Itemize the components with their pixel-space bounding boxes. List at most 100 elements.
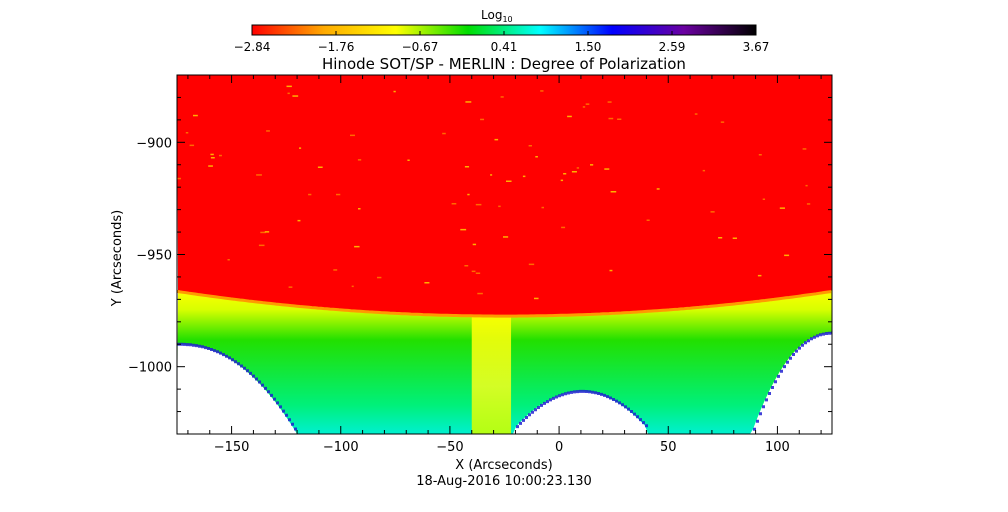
disk-speckle xyxy=(377,276,382,279)
disk-speckle xyxy=(500,96,504,98)
disk-speckle xyxy=(646,219,650,221)
disk-speckle xyxy=(617,118,622,120)
colorbar-tick-label: −1.76 xyxy=(318,40,355,54)
x-tick-label: 50 xyxy=(660,440,677,455)
disk-speckle xyxy=(210,157,215,159)
y-tick-label: −950 xyxy=(136,249,172,264)
disk-speckle xyxy=(710,211,715,213)
disk-speckle xyxy=(494,138,499,141)
disk-speckle xyxy=(464,166,470,168)
disk-speckle xyxy=(528,263,535,266)
disk-speckle xyxy=(336,193,341,196)
disk-speckle xyxy=(177,177,181,180)
disk-speckle xyxy=(465,101,472,103)
x-axis-label: X (Arcseconds) xyxy=(455,458,552,473)
disk-speckle xyxy=(503,236,509,238)
disk-speckle xyxy=(561,226,566,229)
disk-speckle xyxy=(522,175,526,178)
disk-speckle xyxy=(534,297,539,300)
disk-speckle xyxy=(609,269,613,272)
limb-band xyxy=(177,289,832,318)
disk-speckle xyxy=(571,171,577,173)
disk-speckle xyxy=(720,121,725,123)
disk-speckle xyxy=(802,148,807,150)
disk-speckle xyxy=(607,101,612,103)
axis-ticks: −150 −100 −50 0 50 100 −900 −950 −1000 xyxy=(128,74,832,455)
heatmap-image xyxy=(177,75,832,434)
disk-speckle xyxy=(528,145,532,147)
disk-speckle xyxy=(189,144,195,147)
disk-speckle xyxy=(779,207,785,209)
colorbar-label: Log10 xyxy=(481,8,513,24)
chart-title: Hinode SOT/SP - MERLIN : Degree of Polar… xyxy=(322,55,686,73)
x-tick-label: 100 xyxy=(765,440,790,455)
disk-speckle xyxy=(333,269,338,271)
disk-speckle xyxy=(357,159,362,161)
colorbar-tick-label: 0.41 xyxy=(491,40,518,54)
disk-speckle xyxy=(762,198,766,200)
disk-speckle xyxy=(576,167,580,169)
disk-speckle xyxy=(351,285,354,288)
disk-speckle xyxy=(208,165,213,167)
disk-speckle xyxy=(287,92,290,95)
disk-speckle xyxy=(393,90,396,93)
colorbar-ticks: −2.84 −1.76 −0.67 0.41 1.50 2.59 3.67 xyxy=(234,31,769,54)
disk-speckle xyxy=(292,95,299,97)
x-tick-label: 0 xyxy=(555,440,563,455)
disk-speckle xyxy=(498,205,501,208)
disk-speckle xyxy=(299,147,302,149)
disk-speckle xyxy=(590,164,594,166)
colorbar-tick-label: −0.67 xyxy=(402,40,439,54)
disk-speckle xyxy=(806,203,811,205)
disk-speckle xyxy=(805,184,808,187)
disk-speckle xyxy=(358,208,361,210)
colorbar-tick-label: 1.50 xyxy=(575,40,602,54)
disk-speckle xyxy=(350,134,355,137)
disk-speckle xyxy=(475,203,482,206)
colorbar-tick-label: −2.84 xyxy=(234,40,271,54)
disk-speckle xyxy=(264,231,270,233)
disk-speckle xyxy=(585,103,590,105)
disk-speckle xyxy=(702,169,706,172)
y-tick-label: −900 xyxy=(136,136,172,151)
disk-speckle xyxy=(477,292,483,295)
disk-speckle xyxy=(451,203,457,205)
disk-speckle xyxy=(464,265,469,267)
disk-speckle xyxy=(185,132,189,134)
y-axis-label: Y (Arcseconds) xyxy=(110,210,125,307)
x-tick-label: −50 xyxy=(436,440,463,455)
disk-speckle xyxy=(567,115,572,118)
disk-speckle xyxy=(480,118,485,121)
colorbar-tick-label: 2.59 xyxy=(659,40,686,54)
disk-speckle xyxy=(308,193,312,196)
disk-speckle xyxy=(732,237,737,239)
disk-speckle xyxy=(610,191,617,193)
disk-speckle xyxy=(266,130,270,132)
disk-speckle xyxy=(442,132,446,135)
slit-gap-stripe xyxy=(471,315,512,434)
disk-speckle xyxy=(193,114,198,117)
y-tick-label: −1000 xyxy=(128,361,172,376)
disk-speckle xyxy=(535,156,538,158)
disk-speckle xyxy=(472,243,477,246)
disk-speckle xyxy=(227,259,230,261)
x-tick-label: −100 xyxy=(323,440,359,455)
disk-speckle xyxy=(407,159,410,161)
disk-speckle xyxy=(297,219,301,222)
disk-speckle xyxy=(475,272,481,274)
disk-speckle xyxy=(256,174,262,176)
disk-speckle xyxy=(656,188,660,190)
disk-speckle xyxy=(608,117,614,120)
disk-speckle xyxy=(758,154,762,156)
disk-speckle xyxy=(354,245,360,248)
disk-speckle xyxy=(694,113,698,115)
disk-speckles xyxy=(177,85,811,300)
disk-speckle xyxy=(467,193,470,196)
x-tick-label: −150 xyxy=(214,440,250,455)
disk-speckle xyxy=(260,231,266,234)
disk-speckle xyxy=(582,106,586,108)
disk-speckle xyxy=(540,90,544,92)
disk-speckle xyxy=(317,166,323,168)
disk-speckle xyxy=(219,154,222,157)
